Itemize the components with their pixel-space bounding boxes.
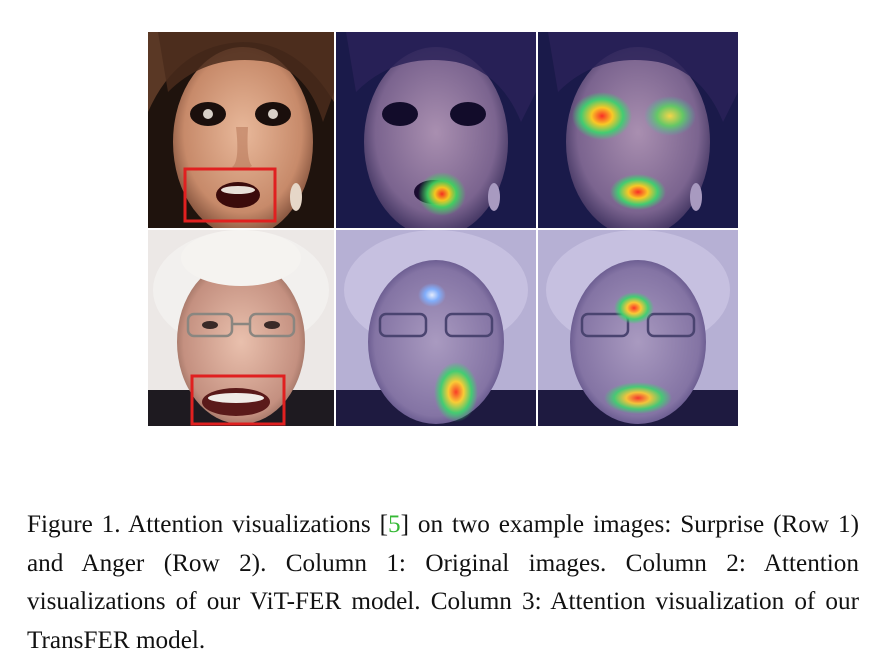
row1-original-image bbox=[148, 32, 334, 228]
caption-prefix: Figure 1. Attention visualizations [ bbox=[27, 511, 389, 539]
row1-vitfer-attention bbox=[336, 32, 536, 228]
row2-vitfer-attention bbox=[336, 230, 536, 426]
figure-image-grid bbox=[148, 32, 738, 426]
row2-transfer-attention bbox=[538, 230, 738, 426]
mouth-highlight-box bbox=[183, 167, 277, 223]
citation-link[interactable]: 5 bbox=[388, 511, 401, 539]
mouth-highlight-box bbox=[190, 374, 286, 426]
figure-caption: Figure 1. Attention visualizations [5] o… bbox=[27, 506, 859, 660]
row2-original-image bbox=[148, 230, 334, 426]
row1-transfer-attention bbox=[538, 32, 738, 228]
